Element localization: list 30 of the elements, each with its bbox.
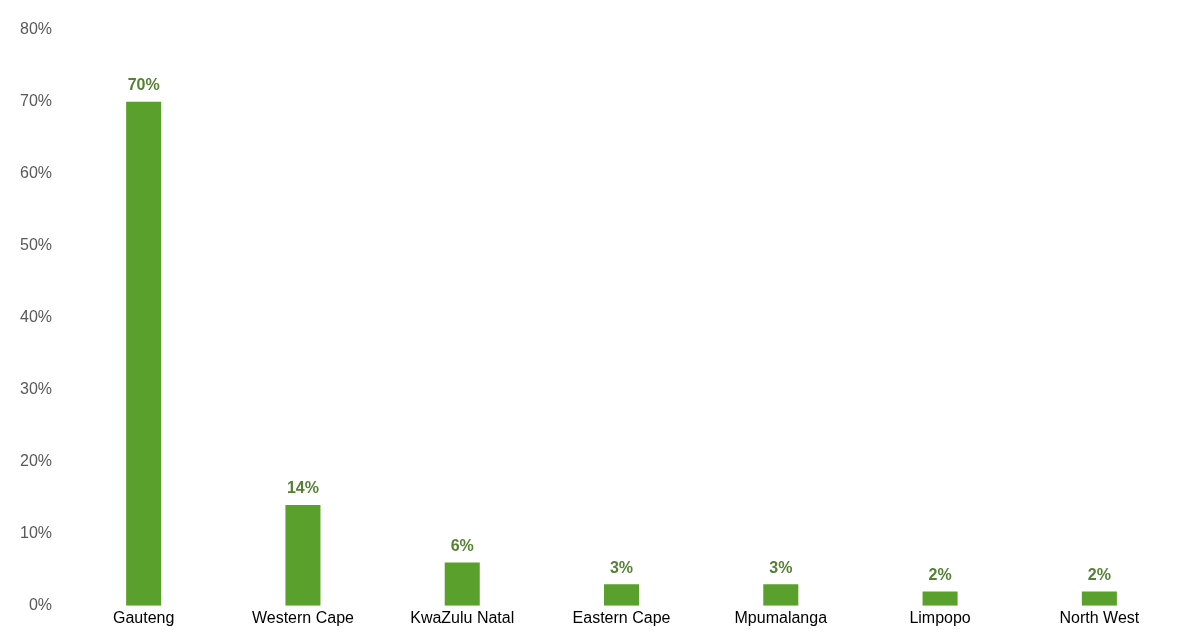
y-tick-label: 20% [19,452,53,470]
x-tick-label: Gauteng [112,608,175,626]
data-label: 6% [450,536,474,554]
x-tick-label: Eastern Cape [572,608,671,626]
x-tick-label: Mpumalanga [734,608,828,626]
y-tick-label: 80% [19,20,53,38]
bar [285,504,321,606]
data-label: 3% [769,558,793,576]
y-tick-label: 60% [19,164,53,182]
y-tick-label: 30% [19,380,53,398]
bar [1081,591,1117,606]
bar [126,101,162,606]
y-tick-label: 50% [19,236,53,254]
x-tick-label: Western Cape [251,608,355,626]
x-tick-label: KwaZulu Natal [410,608,515,626]
data-label: 70% [127,76,160,94]
data-label: 3% [609,558,634,576]
x-tick-label: Limpopo [909,608,971,626]
y-tick-label: 70% [19,92,53,110]
data-label: 2% [1087,565,1111,583]
bar [603,584,640,606]
data-label: 2% [928,565,952,583]
data-label: 14% [286,479,319,497]
y-tick-label: 10% [19,524,53,542]
bar [444,562,480,606]
y-tick-label: 0% [28,596,53,614]
bar [763,584,799,606]
bar [922,591,958,606]
x-tick-label: North West [1059,608,1140,626]
y-tick-label: 40% [19,308,53,326]
